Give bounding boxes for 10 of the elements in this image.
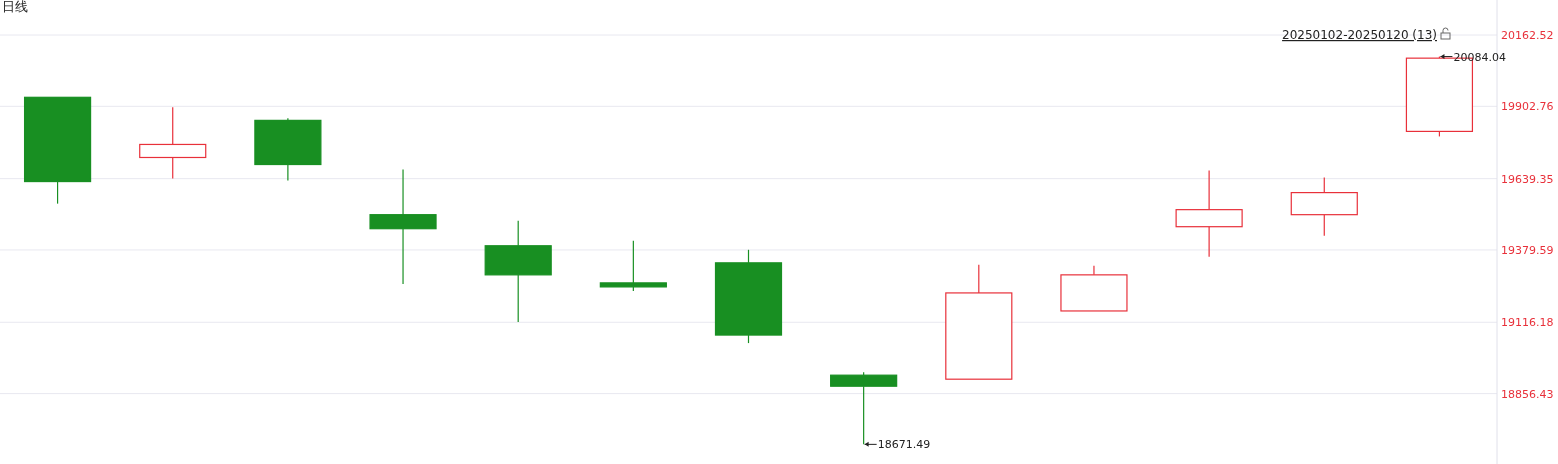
y-tick-label: 19116.18 <box>1501 316 1554 330</box>
chart-title: 日线 <box>2 0 28 14</box>
annotation: 18671.49 <box>877 438 931 452</box>
y-tick-label: 19902.76 <box>1501 100 1554 114</box>
y-tick-label: 19639.35 <box>1501 172 1554 186</box>
y-tick-label: 19379.59 <box>1501 243 1554 257</box>
annotation: 20250102-20250120 (13) <box>1282 28 1437 42</box>
annotation: 20084.04 <box>1453 50 1506 64</box>
y-tick-label: 20162.52 <box>1501 29 1554 42</box>
y-tick-label: 18856.43 <box>1501 387 1554 401</box>
